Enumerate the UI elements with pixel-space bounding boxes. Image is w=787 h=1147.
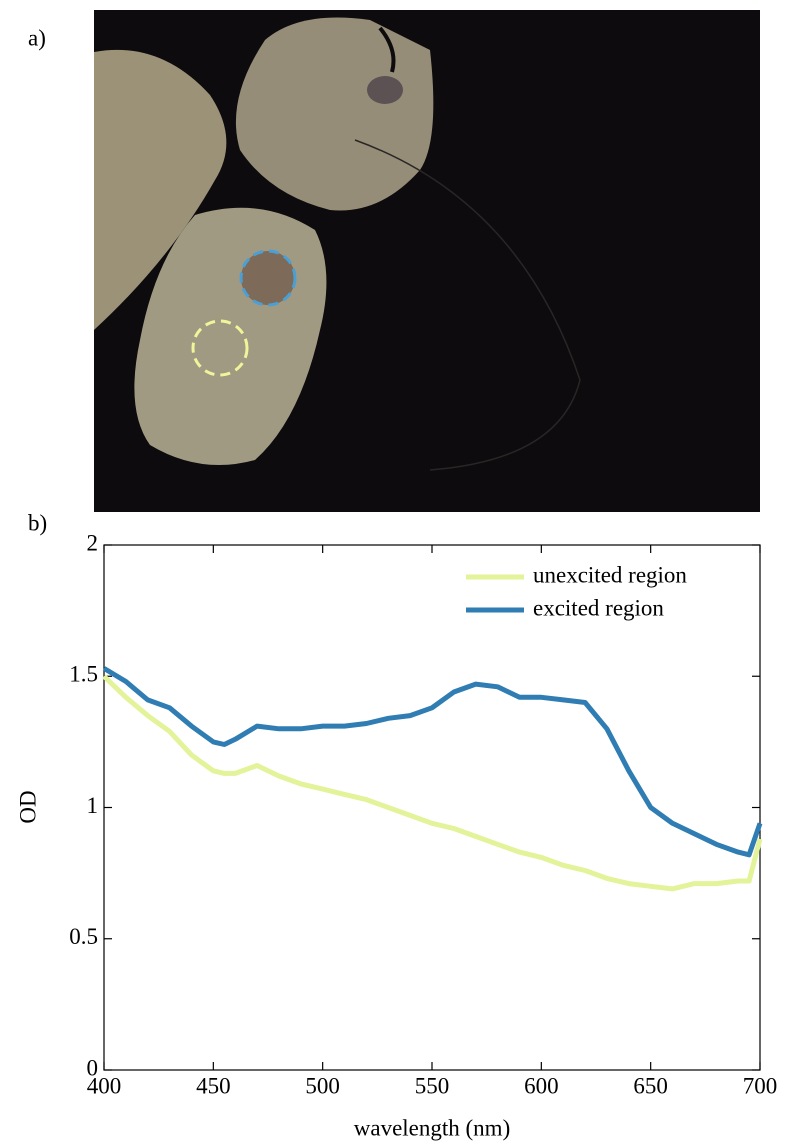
- x-axis-label: wavelength (nm): [354, 1115, 510, 1140]
- y-tick-label: 1.5: [69, 662, 98, 687]
- x-tick-label: 550: [415, 1073, 450, 1098]
- x-tick-label: 400: [87, 1073, 122, 1098]
- series-line: [102, 674, 763, 892]
- y-tick-label: 0.5: [69, 924, 98, 949]
- y-tick-label: 0: [87, 1055, 99, 1080]
- x-tick-label: 600: [524, 1073, 559, 1098]
- x-tick-label: 700: [743, 1073, 778, 1098]
- y-tick-label: 1: [87, 793, 99, 818]
- photo: [94, 10, 760, 512]
- x-tick-label: 650: [633, 1073, 668, 1098]
- plot-frame: [103, 544, 761, 1071]
- series-line: [102, 666, 763, 858]
- panel-label: b): [28, 510, 47, 535]
- y-tick-label: 2: [87, 530, 99, 555]
- y-axis-label: OD: [15, 790, 40, 823]
- panel-label: a): [28, 25, 46, 50]
- legend-label: unexcited region: [533, 562, 687, 587]
- x-tick-label: 450: [196, 1073, 231, 1098]
- x-tick-label: 500: [305, 1073, 340, 1098]
- legend-label: excited region: [533, 595, 664, 620]
